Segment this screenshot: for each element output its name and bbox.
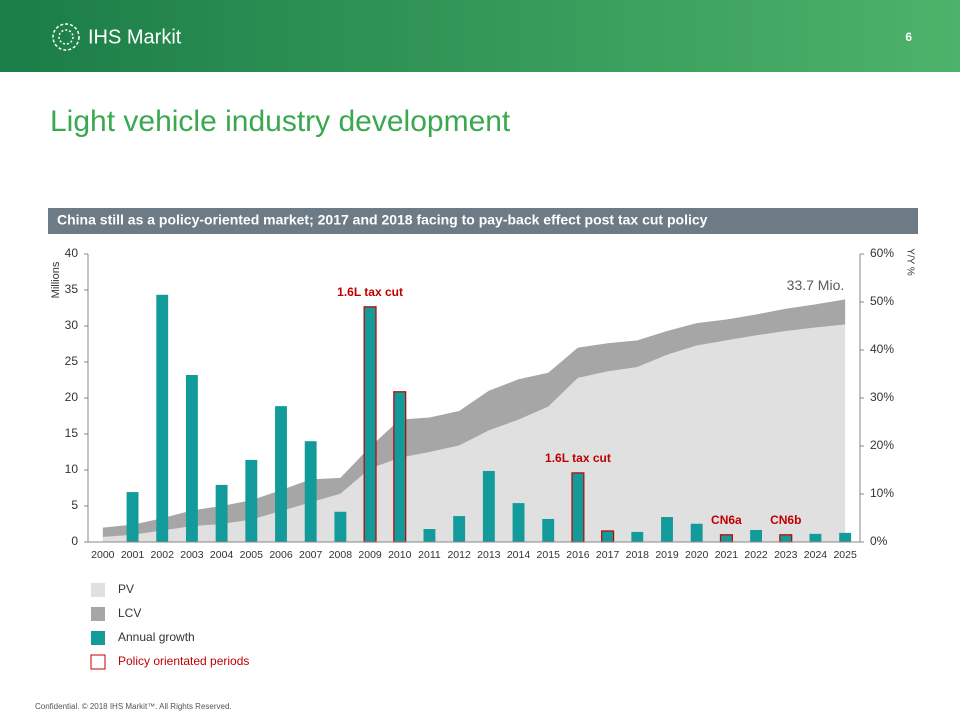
annotation: 33.7 Mio. [787, 277, 845, 293]
x-tick-label: 2017 [596, 549, 620, 561]
y-tick-label: 25 [65, 354, 79, 368]
legend-label: PV [118, 582, 134, 596]
x-tick-label: 2021 [715, 549, 739, 561]
y-tick-label: 0 [71, 534, 78, 548]
bar [185, 374, 198, 542]
x-tick-label: 2008 [329, 549, 353, 561]
banner-text: China still as a policy-oriented market;… [57, 212, 708, 228]
bar [631, 531, 644, 542]
x-tick-label: 2000 [91, 549, 115, 561]
y-tick-label: 30 [65, 318, 79, 332]
y2-tick-label: 60% [870, 246, 894, 260]
legend-swatch [91, 583, 105, 597]
bar [512, 503, 525, 542]
x-tick-label: 2016 [566, 549, 590, 561]
bar [334, 511, 347, 542]
page-number: 6 [905, 30, 912, 44]
bar [245, 459, 258, 542]
x-tick-label: 2003 [180, 549, 204, 561]
y2-tick-label: 0% [870, 534, 888, 548]
logo-text: IHS Markit [88, 26, 182, 48]
x-tick-label: 2001 [121, 549, 145, 561]
x-tick-label: 2022 [744, 549, 768, 561]
y-tick-label: 10 [65, 462, 79, 476]
legend-label: Annual growth [118, 630, 195, 644]
header-bar [0, 0, 960, 72]
legend-label: LCV [118, 606, 141, 620]
x-tick-label: 2024 [804, 549, 828, 561]
logo-icon [52, 23, 80, 51]
bar [126, 492, 139, 542]
banner [48, 208, 918, 234]
x-tick-label: 2007 [299, 549, 323, 561]
bar [156, 294, 169, 542]
x-tick-label: 2020 [685, 549, 709, 561]
x-tick-label: 2019 [655, 549, 679, 561]
x-tick-label: 2009 [358, 549, 382, 561]
slide-title: Light vehicle industry development [50, 105, 511, 138]
y2-tick-label: 20% [870, 438, 894, 452]
x-tick-label: 2025 [833, 549, 857, 561]
bar [453, 516, 466, 542]
bar [363, 306, 377, 543]
x-tick-label: 2012 [447, 549, 471, 561]
legend-swatch [90, 654, 106, 670]
bar [423, 529, 436, 542]
annotation: CN6b [770, 513, 801, 527]
bar [601, 530, 615, 543]
footer: Confidential. © 2018 IHS Markit™. All Ri… [35, 702, 232, 711]
x-tick-label: 2010 [388, 549, 412, 561]
y-tick-label: 5 [71, 498, 78, 512]
y2-tick-label: 30% [870, 390, 894, 404]
y-tick-label: 40 [65, 246, 79, 260]
bar [779, 534, 793, 543]
x-tick-label: 2002 [151, 549, 175, 561]
y2-tick-label: 40% [870, 342, 894, 356]
x-tick-label: 2013 [477, 549, 501, 561]
bar [482, 470, 495, 542]
legend-swatch [91, 607, 105, 621]
bar [661, 517, 673, 542]
area [102, 299, 846, 537]
annotation: 1.6L tax cut [545, 451, 611, 465]
x-tick-label: 2011 [418, 549, 441, 561]
bar [571, 472, 585, 543]
y-tick-label: 15 [65, 426, 79, 440]
y-tick-label: 20 [65, 390, 79, 404]
annotation: CN6a [711, 513, 742, 527]
bar [839, 532, 852, 542]
bar [393, 391, 407, 543]
x-tick-label: 2006 [269, 549, 293, 561]
x-tick-label: 2005 [240, 549, 264, 561]
y-tick-label: 35 [65, 282, 79, 296]
bar [809, 533, 822, 542]
bar [215, 484, 228, 542]
x-tick-label: 2018 [626, 549, 650, 561]
bar [690, 523, 703, 542]
legend-label: Policy orientated periods [118, 654, 249, 668]
bar [719, 534, 733, 543]
annotation: 1.6L tax cut [337, 285, 403, 299]
legend-swatch [91, 631, 105, 645]
bar [542, 518, 555, 542]
bar [275, 406, 287, 542]
area [102, 324, 846, 542]
y-axis-label: Millions [50, 261, 62, 298]
y2-axis-label: Y/Y % [904, 248, 915, 276]
y2-tick-label: 10% [870, 486, 894, 500]
y2-tick-label: 50% [870, 294, 894, 308]
x-tick-label: 2015 [537, 549, 561, 561]
bar [750, 530, 763, 542]
x-tick-label: 2023 [774, 549, 798, 561]
x-tick-label: 2014 [507, 549, 531, 561]
bar [304, 441, 317, 542]
x-tick-label: 2004 [210, 549, 234, 561]
